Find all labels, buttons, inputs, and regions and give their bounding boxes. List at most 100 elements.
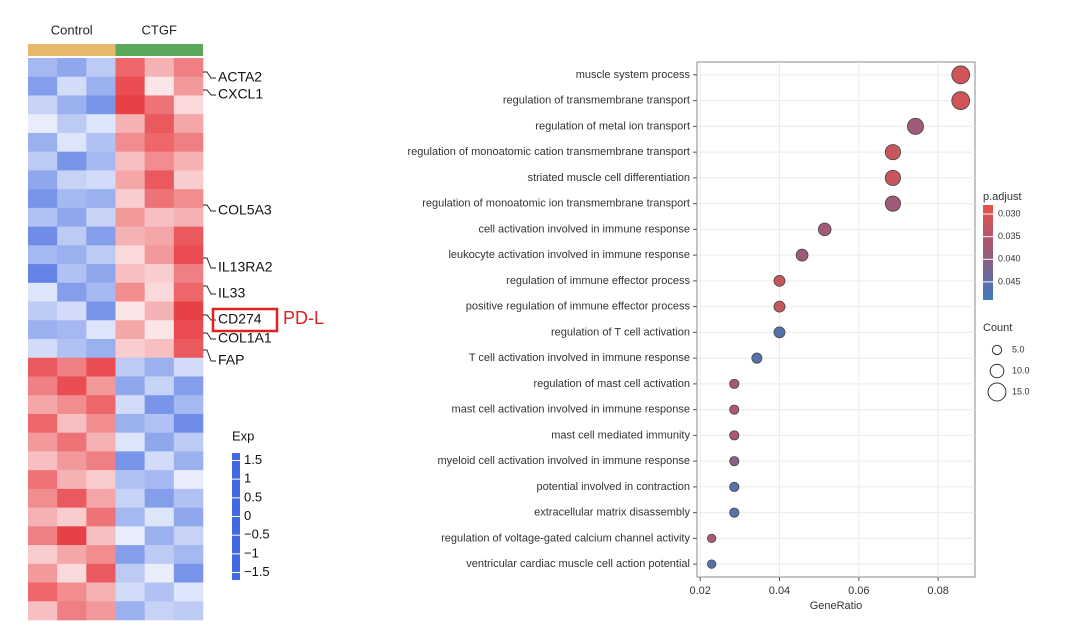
heatmap-cell [28,282,58,302]
category-label: regulation of monoatomic ion transmembra… [422,198,690,210]
heatmap-cell [173,582,204,602]
heatmap-cell [173,282,204,302]
size-label: 5.0 [1012,344,1025,354]
group-label: CTGF [142,22,177,37]
heatmap-cell [86,488,116,508]
gene-leader [203,71,216,79]
heatmap-cell [57,526,87,546]
heatmap-cell [57,151,87,171]
colorbar-label: 0.040 [998,254,1021,264]
size-key [991,344,1003,356]
heatmap-cell [144,413,175,433]
heatmap-cell [28,151,58,171]
heatmap-cell [86,395,116,415]
heatmap-cell [173,563,204,583]
heatmap-cell [115,58,145,78]
category-label: leukocyte activation involved in immune … [448,249,690,261]
heatmap-cell [144,507,175,527]
gene-label: CD274 [218,311,262,327]
heatmap-cell [86,563,116,583]
dot [729,481,740,492]
heatmap-cell [86,470,116,490]
heatmap-cell [28,470,58,490]
heatmap-cell [28,357,58,377]
heatmap-cell [28,563,58,583]
colorbar-label: −0.5 [244,527,270,542]
heatmap-cell [28,95,58,115]
category-label: mast cell activation involved in immune … [452,404,690,416]
legend-title: Exp [232,428,254,443]
heatmap-cell [57,170,87,190]
heatmap-cell [57,507,87,527]
heatmap-cell [115,245,145,265]
heatmap-cell [86,507,116,527]
colorbar-label: 0.5 [244,489,262,504]
heatmap-cell [173,395,204,415]
heatmap-cell [86,189,116,209]
heatmap-cell [115,395,145,415]
gene-label: IL33 [218,285,245,301]
heatmap-cell [173,470,204,490]
heatmap-cell [86,282,116,302]
gene-leader [203,285,216,295]
heatmap-cell [173,245,204,265]
dot [729,507,740,518]
heatmap-cell [28,207,58,227]
heatmap-cell [144,264,175,284]
category-label: mast cell mediated immunity [551,429,690,441]
heatmap-cell [173,264,204,284]
heatmap-cell [28,58,58,78]
heatmap-cell [57,413,87,433]
heatmap-cell [144,301,175,321]
heatmap-cell [57,357,87,377]
heatmap-cell [144,95,175,115]
heatmap-cell [57,76,87,96]
heatmap-cell [144,151,175,171]
heatmap-cell [57,114,87,134]
heatmap-cell [86,376,116,396]
dot [884,144,901,161]
dot [751,352,763,364]
dot [773,326,786,339]
heatmap-cell [144,376,175,396]
gene-label: COL1A1 [218,330,272,346]
heatmap-cell [57,320,87,340]
heatmap-cell [28,339,58,359]
dot [773,300,786,313]
x-tick-label: 0.06 [848,585,869,597]
heatmap-cell [28,601,58,621]
heatmap-cell [86,582,116,602]
dot [907,117,925,135]
heatmap-cell [115,226,145,246]
group-label: Control [51,22,93,37]
gene-label: ACTA2 [218,69,262,85]
x-axis-title: GeneRatio [810,600,863,612]
gene-label: COL5A3 [218,202,272,218]
heatmap-cell [144,58,175,78]
category-label: ventricular cardiac muscle cell action p… [466,558,690,570]
heatmap-cell [86,114,116,134]
heatmap-cell [115,357,145,377]
size-legend-title: Count [983,322,1012,334]
heatmap-cell [173,320,204,340]
heatmap-cell [173,376,204,396]
heatmap-cell [173,226,204,246]
category-label: T cell activation involved in immune res… [469,352,690,364]
colorbar-label: −1.5 [244,564,270,579]
heatmap-cell [28,76,58,96]
heatmap-cell [144,488,175,508]
heatmap-cell [28,507,58,527]
heatmap-cell [57,264,87,284]
heatmap-cell [115,132,145,152]
category-label: potential involved in contraction [537,481,690,493]
heatmap-cell [115,507,145,527]
heatmap-cell [115,170,145,190]
heatmap-cell [57,563,87,583]
heatmap-cell [144,526,175,546]
heatmap-cell [144,245,175,265]
heatmap-cell [86,264,116,284]
heatmap-cell [28,432,58,452]
heatmap-cell [28,413,58,433]
heatmap-cell [173,507,204,527]
group-bar [28,44,116,56]
